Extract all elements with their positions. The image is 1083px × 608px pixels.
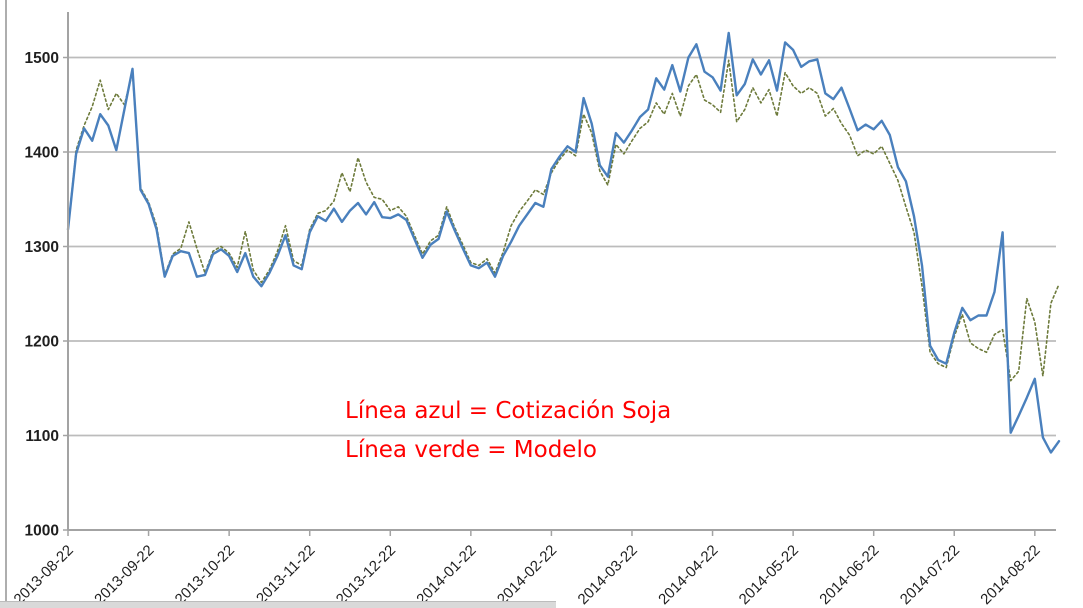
x-tick-label-2014-08-22: 2014-08-22 — [977, 542, 1043, 608]
x-tick-label-2014-01-22: 2014-01-22 — [413, 542, 479, 608]
window-bottom-edge — [0, 601, 556, 608]
x-tick-label-2014-03-22: 2014-03-22 — [575, 542, 641, 608]
window-left-border — [5, 0, 7, 608]
series-modelo — [67, 59, 1060, 382]
y-tick-label-1500: 1500 — [25, 50, 59, 67]
legend-note-green-line: Línea verde = Modelo — [345, 437, 597, 463]
y-tick-label-1100: 1100 — [25, 428, 59, 445]
x-tick-label-2013-12-22: 2013-12-22 — [333, 542, 399, 608]
x-tick-label-2014-06-22: 2014-06-22 — [816, 542, 882, 608]
x-tick-label-2014-04-22: 2014-04-22 — [655, 542, 721, 608]
x-tick-label-2014-02-22: 2014-02-22 — [494, 542, 560, 608]
legend-note: Línea azul = Cotización Soja Línea verde… — [345, 392, 671, 470]
y-tick-label-1300: 1300 — [25, 239, 59, 256]
x-tick-label-2013-08-22: 2013-08-22 — [11, 542, 77, 608]
x-tick-label-2014-07-22: 2014-07-22 — [897, 542, 963, 608]
y-tick-label-1000: 1000 — [25, 523, 59, 540]
x-tick-label-2013-11-22: 2013-11-22 — [253, 542, 318, 607]
series-cotizaci-n-soja — [66, 31, 1061, 454]
y-tick-label-1400: 1400 — [25, 145, 59, 162]
x-tick-label-2013-10-22: 2013-10-22 — [172, 542, 238, 608]
x-tick-label-2014-05-22: 2014-05-22 — [736, 542, 802, 608]
x-tick-label-2013-09-22: 2013-09-22 — [91, 542, 157, 608]
y-tick-label-1200: 1200 — [25, 334, 59, 351]
legend-note-blue-line: Línea azul = Cotización Soja — [345, 398, 672, 424]
